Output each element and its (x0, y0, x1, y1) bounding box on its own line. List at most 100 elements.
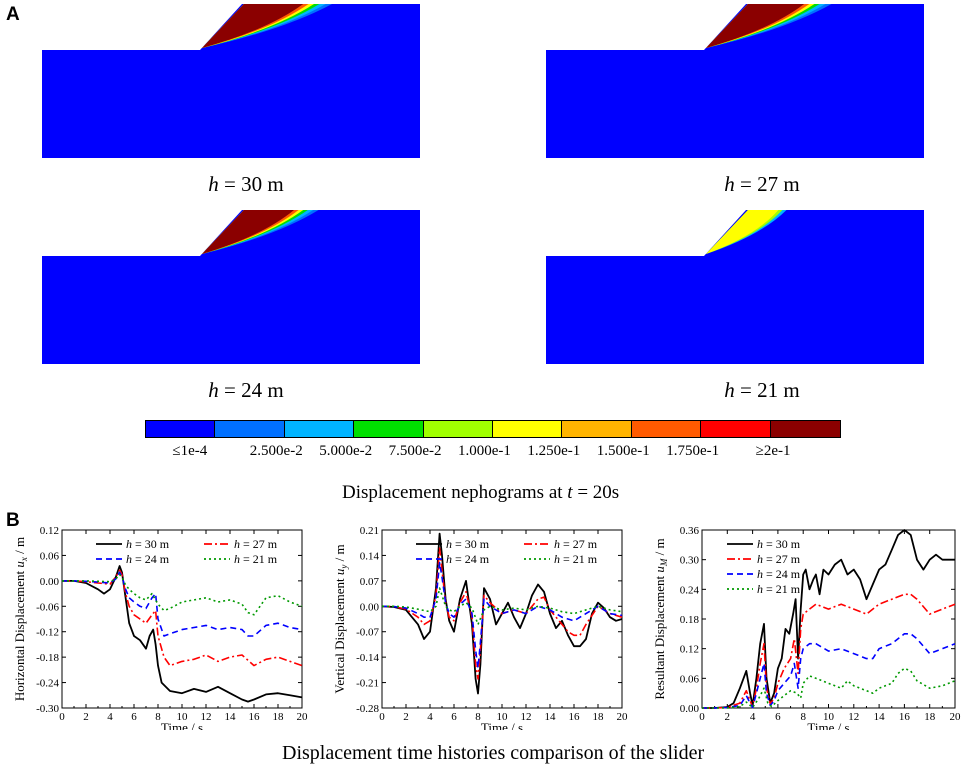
nephogram-4 (546, 208, 926, 366)
colorbar-swatch (423, 421, 493, 437)
series-line (381, 561, 623, 669)
slide-mass-band (202, 210, 295, 254)
legend-label: h = 24 m (757, 567, 801, 581)
colorbar-swatch (146, 421, 216, 437)
x-tick-label: 10 (497, 711, 509, 723)
x-tick-label: 0 (59, 711, 65, 723)
series-line (702, 529, 955, 709)
legend-label: h = 24 m (126, 552, 170, 566)
nephogram-2-label: h = 27 m (724, 172, 800, 196)
legend-label: h = 27 m (757, 552, 801, 566)
caption-b: Displacement time histories comparison o… (282, 742, 705, 764)
series-line (702, 633, 956, 709)
x-tick-label: 2 (83, 711, 89, 723)
x-tick-label: 18 (924, 711, 936, 723)
colorbar-tick-label: 2.500e-2 (249, 443, 303, 459)
colorbar-swatch (701, 421, 771, 437)
nephogram-svg (546, 4, 924, 158)
x-tick-label: 4 (107, 711, 113, 723)
x-tick-label: 16 (249, 711, 261, 723)
nephogram-3-label: h = 24 m (208, 378, 284, 402)
slope-body (42, 210, 420, 364)
slope-body (546, 210, 924, 364)
nephogram-3 (42, 208, 422, 366)
y-tick-label: 0.06 (40, 550, 60, 562)
colorbar-tick-label: 1.000e-1 (458, 443, 511, 459)
slope-body (546, 4, 924, 158)
y-tick-label: -0.14 (356, 652, 379, 664)
series-line (62, 571, 303, 637)
y-tick-label: 0.14 (360, 550, 380, 562)
x-tick-label: 6 (775, 711, 781, 723)
x-axis-label: Time / s (807, 720, 849, 730)
y-tick-label: -0.24 (36, 678, 59, 690)
legend-label: h = 27 m (554, 537, 598, 551)
series-line (382, 587, 623, 626)
x-tick-label: 8 (155, 711, 161, 723)
x-tick-label: 4 (427, 711, 433, 723)
nephogram-svg (42, 4, 420, 158)
x-tick-label: 8 (800, 711, 806, 723)
colorbar-tick-label: 7.500e-2 (388, 443, 442, 459)
y-tick-label: 0.06 (680, 673, 700, 685)
legend-label: h = 27 m (234, 537, 278, 551)
nephogram-svg (42, 210, 420, 364)
x-axis-label: Time / s (161, 720, 203, 730)
y-tick-label: 0.24 (680, 584, 700, 596)
nephogram-2 (546, 2, 926, 160)
panel-a-letter: A (6, 4, 20, 25)
x-tick-label: 14 (545, 711, 557, 723)
legend-label: h = 21 m (554, 552, 598, 566)
x-tick-label: 20 (950, 711, 962, 723)
series-line (62, 565, 303, 703)
series-line (381, 532, 623, 695)
chart-resultant-displacement: 0 2 4 6 8 10 12 14 16 18 20 0.36 0.30 0.24 0.18 0.12 0.0… (652, 525, 962, 730)
x-tick-label: 20 (297, 711, 309, 723)
slide-mass-band (706, 210, 779, 254)
legend-label: h = 21 m (757, 582, 801, 596)
colorbar-swatch (284, 421, 355, 437)
y-tick-label: -0.07 (356, 627, 379, 639)
colorbar-swatch (770, 421, 840, 437)
x-tick-label: 2 (403, 711, 409, 723)
x-tick-label: 2 (725, 711, 731, 723)
legend-label: h = 30 m (446, 537, 490, 551)
colorbar-swatch (492, 421, 563, 437)
caption-a: Displacement nephograms at t = 20s (342, 482, 620, 503)
x-tick-label: 0 (379, 711, 385, 723)
colorbar-tick-label: 5.000e-2 (319, 443, 373, 459)
x-tick-label: 10 (823, 711, 835, 723)
colorbar-tick-label: 1.500e-1 (596, 443, 650, 459)
series-line (381, 547, 623, 680)
y-tick-label: -0.21 (356, 678, 379, 690)
nephogram-4-label: h = 21 m (724, 378, 800, 402)
colorbar-swatch (562, 421, 632, 437)
y-tick-label: -0.12 (36, 627, 59, 639)
y-axis-label: Vertical Displacement uy / m (332, 544, 349, 693)
y-axis-label: Resultant Displacement uM / m (652, 538, 669, 699)
series-line (702, 667, 956, 709)
colorbar (145, 420, 841, 438)
y-tick-label: 0.21 (360, 525, 379, 537)
y-tick-label: 0.00 (680, 703, 700, 715)
x-tick-label: 8 (475, 711, 481, 723)
y-tick-label: -0.18 (36, 652, 59, 664)
y-tick-label: 0.00 (40, 576, 60, 588)
colorbar-tick-label: 1.750e-1 (666, 443, 720, 459)
slide-mass-band (202, 4, 304, 48)
x-tick-label: 14 (874, 711, 886, 723)
x-tick-label: 6 (131, 711, 137, 723)
x-axis-label: Time / s (481, 720, 523, 730)
y-tick-label: 0.12 (680, 644, 699, 656)
y-tick-label: -0.30 (36, 703, 59, 715)
colorbar-tick-label: 1.250e-1 (527, 443, 581, 459)
x-tick-label: 12 (521, 711, 532, 723)
y-tick-label: 0.18 (680, 614, 700, 626)
y-tick-label: 0.36 (680, 525, 700, 537)
x-tick-label: 4 (750, 711, 756, 723)
series-line (62, 569, 303, 667)
legend-label: h = 24 m (446, 552, 490, 566)
legend-label: h = 30 m (757, 537, 801, 551)
chart-vertical-displacement: 0 2 4 6 8 10 12 14 16 18 20 0.21 0.14 0.07 0.00 -0.07 -0… (332, 525, 628, 730)
x-tick-label: 16 (899, 711, 911, 723)
